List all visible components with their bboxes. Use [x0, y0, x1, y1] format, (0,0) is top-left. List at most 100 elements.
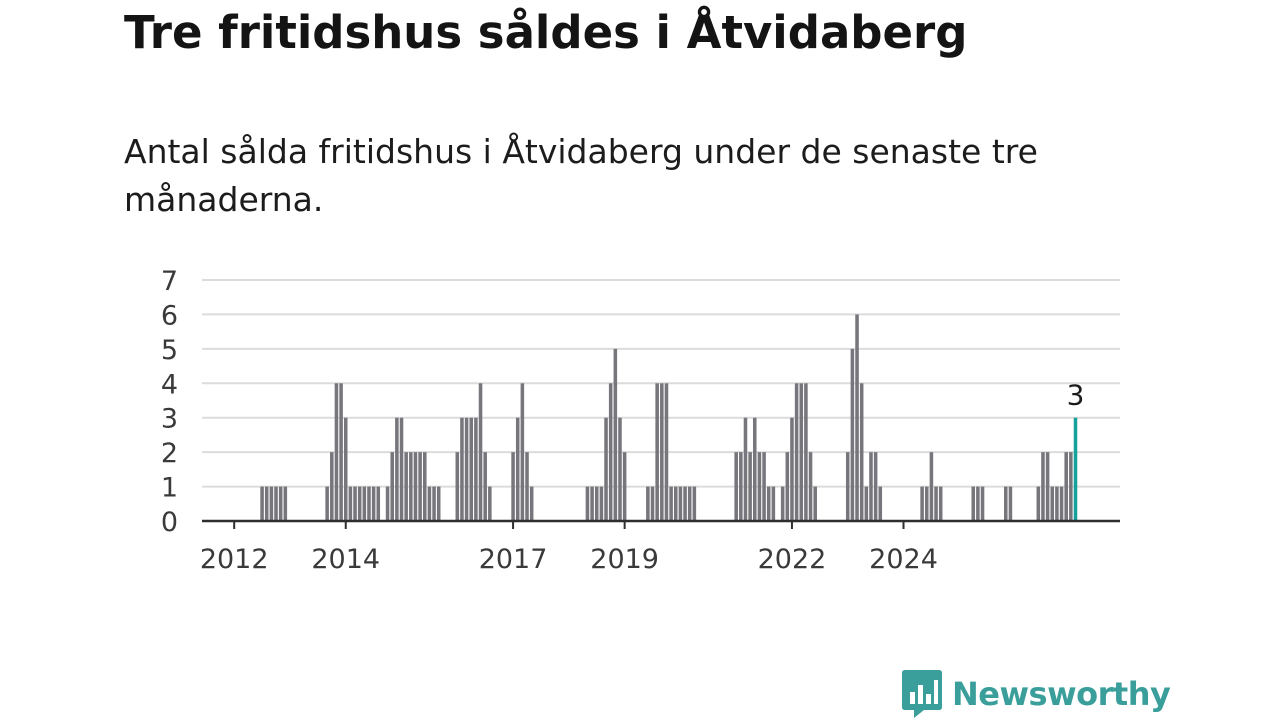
bar	[474, 417, 478, 521]
bar	[1036, 486, 1041, 521]
bar	[780, 486, 785, 521]
bar	[1055, 486, 1059, 521]
brand-name: Newsworthy	[952, 675, 1171, 713]
highlight-bar	[1073, 417, 1078, 521]
bar	[799, 383, 804, 521]
bar	[339, 383, 343, 521]
bar	[646, 486, 650, 521]
bar	[873, 452, 878, 521]
bar	[422, 452, 427, 521]
newsworthy-logo-icon	[902, 670, 942, 718]
bar	[655, 383, 659, 521]
bar	[980, 486, 985, 521]
bars	[260, 314, 1078, 521]
bar	[855, 314, 859, 521]
x-tick-label: 2024	[869, 544, 938, 575]
bar	[385, 486, 390, 521]
bar	[395, 417, 399, 521]
data-label-latest: 3	[1067, 379, 1085, 412]
bar	[934, 486, 938, 521]
bar	[743, 417, 748, 521]
bar	[1069, 452, 1073, 521]
bar	[850, 348, 855, 521]
bar	[762, 452, 766, 521]
bar	[376, 486, 381, 521]
bar	[660, 383, 664, 521]
bar	[343, 417, 348, 521]
bar	[976, 486, 980, 521]
bar	[804, 383, 808, 521]
bar	[794, 383, 799, 521]
bar	[399, 417, 404, 521]
bar	[766, 486, 771, 521]
bar	[325, 486, 329, 521]
bar	[664, 383, 669, 521]
bar	[478, 383, 483, 521]
bar	[590, 486, 594, 521]
bar	[436, 486, 441, 521]
bar	[859, 383, 864, 521]
bar	[390, 452, 394, 521]
bar	[771, 486, 776, 521]
bar	[1008, 486, 1013, 521]
bar	[432, 486, 436, 521]
bar	[971, 486, 976, 521]
bar	[460, 417, 464, 521]
bar	[413, 452, 418, 521]
bar	[274, 486, 278, 521]
y-tick-label: 7	[161, 266, 178, 297]
x-tick-label: 2012	[200, 544, 269, 575]
bar	[929, 452, 934, 521]
x-tick-label: 2019	[590, 544, 659, 575]
bar	[585, 486, 590, 521]
bar	[878, 486, 883, 521]
y-tick-label: 5	[161, 335, 178, 366]
bar	[525, 452, 529, 521]
bar	[455, 452, 460, 521]
bar	[1059, 486, 1064, 521]
bar	[353, 486, 357, 521]
bar	[613, 348, 618, 521]
bar	[1041, 452, 1045, 521]
bar	[785, 452, 790, 521]
bar	[483, 452, 487, 521]
bar	[348, 486, 353, 521]
y-tick-label: 0	[161, 507, 178, 538]
y-tick-label: 1	[161, 473, 178, 504]
bar	[1064, 452, 1068, 521]
bar	[622, 452, 627, 521]
bar	[409, 452, 413, 521]
bar	[264, 486, 269, 521]
bar	[515, 417, 520, 521]
chart-title: Tre fritidshus såldes i Åtvidaberg	[124, 6, 968, 59]
bar	[924, 486, 929, 521]
bar	[357, 486, 362, 521]
bar	[683, 486, 687, 521]
bar	[488, 486, 492, 521]
bar	[367, 486, 371, 521]
y-tick-label: 2	[161, 438, 178, 469]
bar	[753, 417, 757, 521]
bar	[1004, 486, 1008, 521]
bar	[678, 486, 683, 521]
brand-logo: Newsworthy	[902, 670, 1171, 718]
x-tick-label: 2017	[479, 544, 548, 575]
bar	[594, 486, 599, 521]
bar	[511, 452, 515, 521]
bar	[362, 486, 367, 521]
bar	[650, 486, 655, 521]
bar	[808, 452, 813, 521]
bar	[260, 486, 264, 521]
bar	[687, 486, 692, 521]
bar	[1045, 452, 1050, 521]
x-tick-label: 2022	[758, 544, 827, 575]
bar	[427, 486, 432, 521]
y-tick-label: 4	[161, 369, 178, 400]
bar	[334, 383, 339, 521]
axes	[202, 519, 1120, 529]
y-tick-label: 6	[161, 300, 178, 331]
bar	[673, 486, 678, 521]
bar	[1050, 486, 1055, 521]
